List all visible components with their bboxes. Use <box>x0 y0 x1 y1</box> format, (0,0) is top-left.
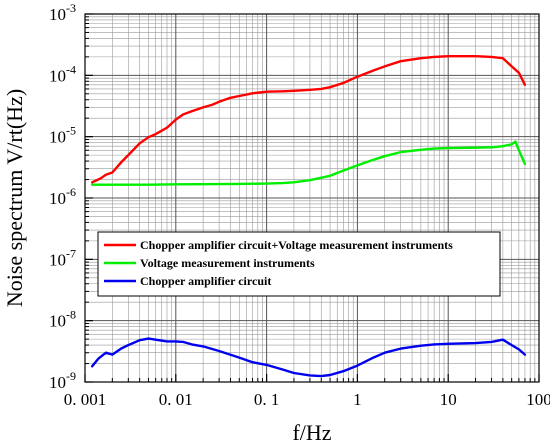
x-tick-labels: 0. 001 0. 01 0. 1 1 10 100 <box>64 390 550 409</box>
legend-box <box>97 231 501 297</box>
y-tick-labels: 10-9 10-8 10-7 10-6 10-5 10-4 10-3 <box>49 1 76 392</box>
x-tick-label: 100 <box>526 390 550 409</box>
legend-label: Chopper amplifier circuit <box>140 274 271 288</box>
x-tick-label: 0. 1 <box>254 390 280 409</box>
x-tick-label: 10 <box>440 390 457 409</box>
series-line-3 <box>90 337 527 378</box>
series-line-1 <box>90 55 527 184</box>
legend: Chopper amplifier circuit+Voltage measur… <box>97 231 501 297</box>
legend-label: Chopper amplifier circuit+Voltage measur… <box>140 238 453 252</box>
y-axis-title: Noise spectrum V/rt(Hz) <box>2 89 27 307</box>
y-tick-label: 10-7 <box>49 246 76 269</box>
y-tick-label: 10-4 <box>49 62 76 85</box>
x-axis-title: f/Hz <box>292 420 331 445</box>
series-line-2 <box>90 140 527 186</box>
series-lines <box>90 55 527 378</box>
axis-ticks <box>84 13 540 383</box>
y-tick-label: 10-8 <box>49 308 76 331</box>
x-tick-label: 0. 001 <box>64 390 107 409</box>
x-tick-label: 1 <box>353 390 362 409</box>
x-tick-label: 0. 01 <box>159 390 193 409</box>
legend-label: Voltage measurement instruments <box>140 256 315 270</box>
y-tick-label: 10-9 <box>49 369 76 392</box>
y-tick-label: 10-5 <box>49 124 76 147</box>
y-tick-label: 10-3 <box>49 1 76 24</box>
y-tick-label: 10-6 <box>49 185 76 208</box>
